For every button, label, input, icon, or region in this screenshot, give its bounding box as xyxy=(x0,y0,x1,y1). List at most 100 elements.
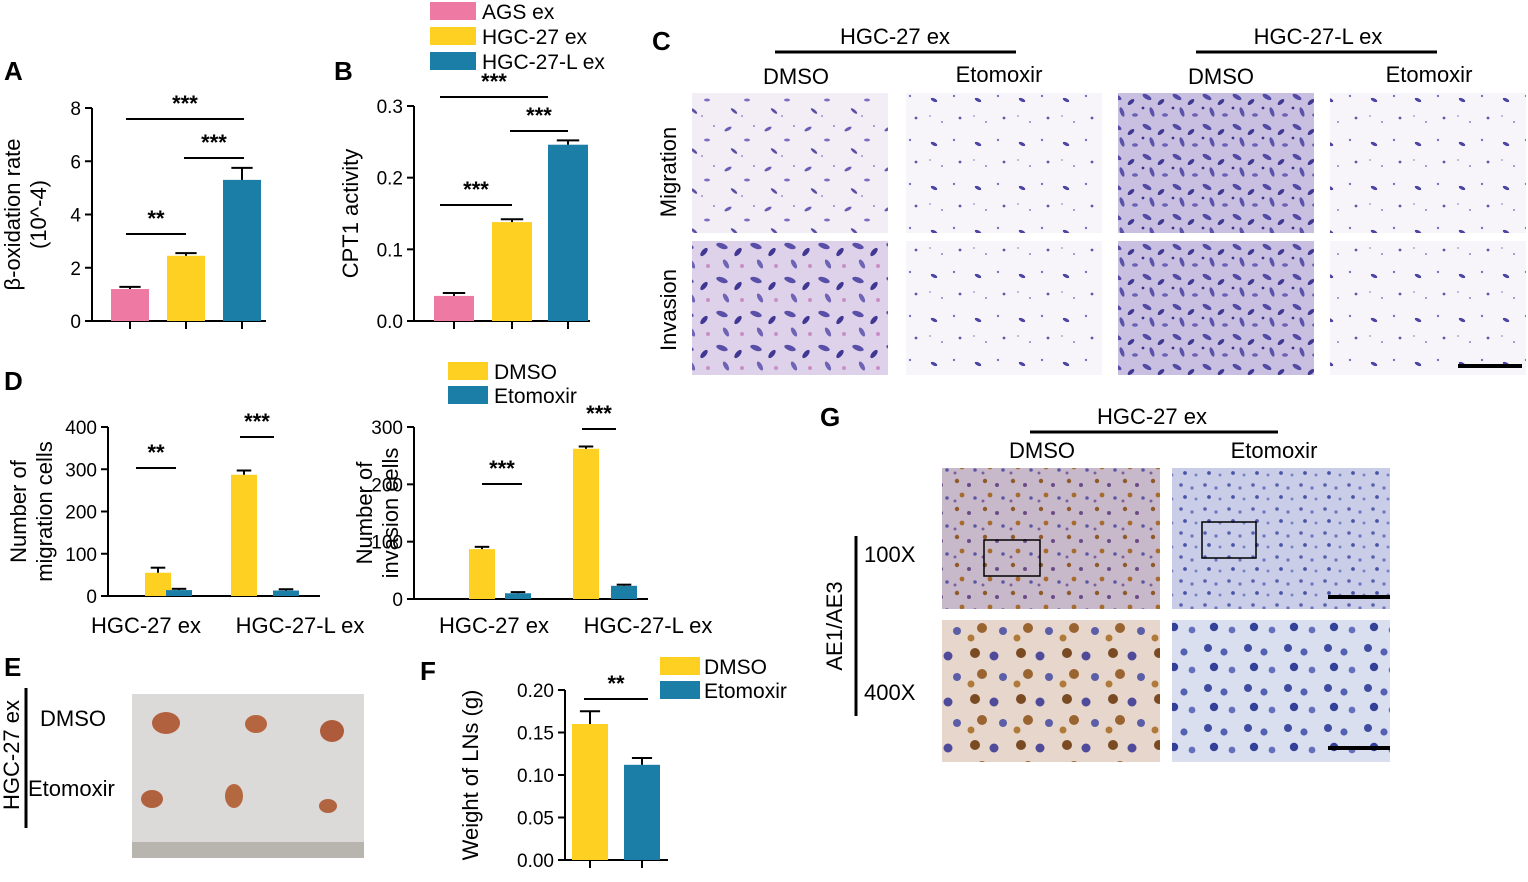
chart-migration-cells: 0 100 200 300 400 Number of migration cells HGC… xyxy=(6,409,364,638)
c-image-invasion-hgc27l-etomoxir xyxy=(1330,241,1526,375)
chart-invasion-cells: 0 100 200 300 Number of invasion cells HGC-27 … xyxy=(352,401,712,638)
bar-3 xyxy=(223,179,261,321)
g-mag-low: 100X xyxy=(864,542,916,567)
g-image-dmso-400x xyxy=(942,620,1160,762)
e-lymph-node-dmso-1 xyxy=(152,712,180,734)
y-tick-label: 0.0 xyxy=(377,312,403,333)
y-tick-label: 400 xyxy=(65,418,97,439)
chart-cpt1-activity: 0.0 0.1 0.2 0.3 CPT1 activity *** *** *** xyxy=(338,69,590,333)
y-tick-label: 0 xyxy=(70,312,81,333)
significance-label: *** xyxy=(201,130,227,155)
legend-label-etomoxir-f: Etomoxir xyxy=(704,680,787,703)
c-image-migration-hgc27l-etomoxir xyxy=(1330,93,1526,233)
bar-2 xyxy=(624,764,660,860)
panel-label-b: B xyxy=(334,56,353,86)
g-col-dmso: DMSO xyxy=(1009,438,1075,463)
y-tick-label: 0.3 xyxy=(377,97,403,118)
legend-swatch-ags xyxy=(430,2,476,20)
legend-swatch-hgc27 xyxy=(430,27,476,45)
bar-etomoxir-2 xyxy=(611,585,637,599)
significance-label: *** xyxy=(172,91,198,116)
e-lymph-node-etomoxir-1 xyxy=(141,790,163,808)
panel-label-c: C xyxy=(652,26,671,56)
c-group-left-label: HGC-27 ex xyxy=(840,24,950,49)
legend-f: DMSO Etomoxir xyxy=(660,656,787,703)
legend-swatch-hgc27l xyxy=(430,52,476,70)
panel-label-g: G xyxy=(820,402,840,432)
y-axis-label-2: (10^-4) xyxy=(26,180,51,249)
panel-c-micrographs: HGC-27 ex HGC-27-L ex DMSO Etomoxir DMSO… xyxy=(656,24,1526,375)
legend-label-hgc27: HGC-27 ex xyxy=(482,26,588,49)
panel-g-ihc: HGC-27 ex DMSO Etomoxir AE1/AE3 100X 400… xyxy=(822,404,1390,762)
bar-etomoxir-1 xyxy=(505,593,531,599)
e-lymph-node-etomoxir-3 xyxy=(319,799,337,813)
significance-label: *** xyxy=(481,69,507,94)
x-category-label-1: HGC-27 ex xyxy=(439,613,549,638)
y-tick-label: 0.20 xyxy=(517,681,554,702)
significance-label: *** xyxy=(463,177,489,202)
legend-label-dmso-f: DMSO xyxy=(704,656,767,679)
significance-label: ** xyxy=(147,206,165,231)
significance-label: ** xyxy=(607,671,625,696)
g-inset-box-dmso xyxy=(983,539,1041,577)
chart-ln-weight: 0.00 0.05 0.10 0.15 0.20 Weight of LNs (g) ** xyxy=(458,671,668,872)
g-image-etomoxir-100x xyxy=(1172,468,1390,609)
c-row-migration: Migration xyxy=(656,127,681,217)
y-tick-label: 6 xyxy=(70,152,81,173)
y-tick-label: 200 xyxy=(371,475,403,496)
e-lymph-node-etomoxir-2 xyxy=(225,784,243,808)
e-lymph-node-dmso-3 xyxy=(320,720,344,742)
y-tick-label: 300 xyxy=(65,460,97,481)
legend-top: AGS ex HGC-27 ex HGC-27-L ex xyxy=(430,1,605,74)
g-image-etomoxir-400x xyxy=(1172,620,1390,762)
legend-label-dmso: DMSO xyxy=(494,361,557,384)
significance-label: *** xyxy=(244,409,270,434)
bar-dmso-1 xyxy=(469,549,495,599)
c-image-migration-hgc27-etomoxir xyxy=(906,93,1102,233)
e-ruler xyxy=(132,842,364,858)
y-tick-label: 0 xyxy=(392,590,403,611)
legend-label-hgc27l: HGC-27-L ex xyxy=(482,51,605,74)
y-tick-label: 0.2 xyxy=(377,169,403,190)
y-axis-label: Weight of LNs (g) xyxy=(458,690,483,861)
g-mag-high: 400X xyxy=(864,680,916,705)
y-axis-label-2: invasion cells xyxy=(378,448,403,579)
bar-2 xyxy=(167,255,205,321)
g-col-etomoxir: Etomoxir xyxy=(1231,438,1318,463)
x-category-label-2: HGC-27-L ex xyxy=(584,613,713,638)
c-col-dmso-1: DMSO xyxy=(763,64,829,89)
legend-swatch-etomoxir-f xyxy=(660,681,700,699)
y-tick-label: 0.15 xyxy=(517,724,554,745)
y-tick-label: 0.1 xyxy=(377,240,403,261)
y-axis-label: Number of xyxy=(352,461,377,565)
y-tick-label: 4 xyxy=(70,206,81,227)
bar-1 xyxy=(111,289,149,321)
x-category-label-1: HGC-27 ex xyxy=(91,613,201,638)
bar-2 xyxy=(492,222,532,321)
y-tick-label: 100 xyxy=(371,533,403,554)
c-image-migration-hgc27-dmso xyxy=(692,93,888,233)
c-image-invasion-hgc27l-dmso xyxy=(1118,241,1314,375)
y-axis-label: CPT1 activity xyxy=(338,149,363,279)
c-row-invasion: Invasion xyxy=(656,269,681,351)
g-stain-label: AE1/AE3 xyxy=(822,581,847,670)
bar-etomoxir-2 xyxy=(273,590,299,596)
c-image-invasion-hgc27-dmso xyxy=(692,241,888,375)
e-group-label: HGC-27 ex xyxy=(0,700,24,810)
bar-dmso-1 xyxy=(145,572,171,596)
y-tick-label: 8 xyxy=(70,99,81,120)
bar-1 xyxy=(572,724,608,860)
c-image-invasion-hgc27-etomoxir xyxy=(906,241,1102,375)
legend-label-etomoxir: Etomoxir xyxy=(494,385,577,408)
c-image-migration-hgc27l-dmso xyxy=(1118,93,1314,233)
legend-label-ags: AGS ex xyxy=(482,1,555,24)
e-lymph-node-dmso-2 xyxy=(245,715,267,733)
panel-label-f: F xyxy=(420,656,436,686)
bar-etomoxir-1 xyxy=(166,590,192,596)
significance-label: *** xyxy=(586,401,612,426)
y-tick-label: 2 xyxy=(70,259,81,280)
bar-1 xyxy=(434,295,474,321)
y-tick-label: 200 xyxy=(65,503,97,524)
x-category-label-2: HGC-27-L ex xyxy=(236,613,365,638)
